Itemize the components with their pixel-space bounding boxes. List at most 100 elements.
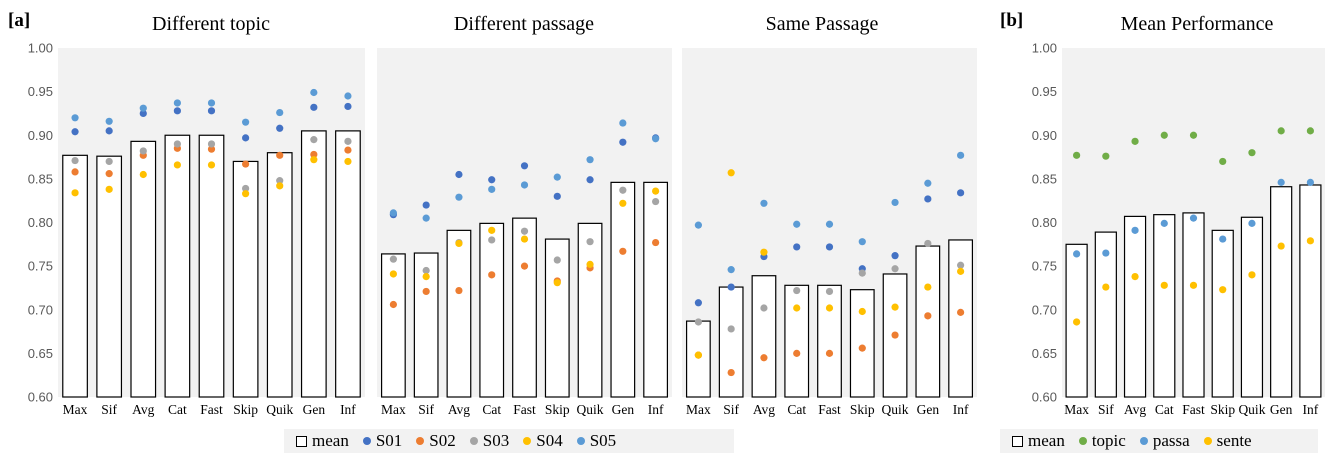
chart-title: Same Passage	[766, 13, 879, 35]
point-s03	[105, 157, 113, 166]
point-s02	[455, 286, 463, 295]
mean-bar	[446, 229, 472, 398]
legend-label: S01	[375, 431, 403, 450]
point-s01	[727, 283, 735, 291]
y-tick-label: 1.00	[1032, 41, 1057, 56]
legend-swatch	[1078, 437, 1087, 445]
point-sente	[1131, 272, 1139, 281]
point-passa	[1219, 235, 1227, 243]
point-s01	[957, 189, 965, 197]
point-s04	[455, 239, 463, 248]
point-s02	[520, 262, 529, 270]
point-s01	[520, 162, 529, 170]
x-tick-label: Quik	[577, 402, 604, 417]
point-topic	[1073, 151, 1081, 159]
point-s03	[924, 239, 932, 248]
chart-title: Mean Performance	[1121, 13, 1274, 35]
mean-bar	[479, 222, 505, 398]
point-s04	[139, 170, 147, 179]
point-s03	[71, 156, 79, 165]
legend-swatch	[416, 437, 425, 445]
x-tick-label: Fast	[1182, 402, 1205, 417]
point-s02	[488, 271, 496, 279]
point-s03	[858, 269, 866, 277]
mean-bar	[718, 286, 744, 398]
point-s04	[924, 283, 932, 291]
x-tick-label: Sif	[723, 402, 739, 417]
legend-swatch	[523, 437, 532, 445]
point-s05	[858, 238, 866, 246]
point-s03	[173, 140, 181, 148]
point-s05	[553, 173, 561, 181]
x-tick-label: Max	[63, 402, 88, 417]
mean-bar	[232, 160, 259, 398]
mean-bar	[1153, 214, 1176, 398]
point-s01	[422, 201, 430, 209]
point-topic	[1277, 127, 1285, 135]
point-passa	[1073, 250, 1081, 258]
point-s05	[310, 88, 318, 97]
point-s04	[207, 161, 216, 169]
x-tick-label: Fast	[513, 402, 536, 417]
point-sente	[1073, 318, 1081, 326]
point-s04	[727, 169, 735, 177]
point-s04	[858, 307, 866, 316]
point-s03	[553, 256, 561, 264]
x-tick-label: Avg	[753, 402, 775, 417]
legend-item-passa: passa	[1139, 431, 1190, 451]
x-tick-label: Cat	[787, 402, 806, 417]
legend-item-mean: mean	[1012, 431, 1065, 451]
x-tick-label: Max	[1064, 402, 1089, 417]
mean-bar	[915, 245, 941, 398]
point-s04	[173, 161, 181, 169]
y-tick-label: 0.85	[28, 171, 53, 186]
point-sente	[1277, 242, 1285, 250]
mean-bar	[380, 253, 406, 398]
point-s03	[276, 177, 284, 185]
point-s03	[310, 136, 318, 144]
point-s01	[173, 107, 181, 115]
point-s04	[891, 303, 899, 311]
point-s01	[207, 107, 216, 115]
y-tick-label: 0.80	[1032, 215, 1057, 230]
point-s05	[694, 221, 702, 229]
mean-bar	[1094, 231, 1117, 398]
point-s04	[71, 189, 79, 197]
y-tick-label: 0.70	[28, 302, 53, 317]
x-tick-label: Quik	[266, 402, 293, 417]
point-s01	[242, 134, 250, 142]
point-s04	[242, 190, 250, 198]
legend-swatch	[296, 435, 307, 447]
point-sente	[1189, 281, 1198, 289]
x-tick-label: Gen	[612, 402, 635, 417]
point-s02	[793, 349, 801, 357]
point-s03	[694, 318, 702, 326]
point-s04	[520, 235, 529, 243]
panel-label-a: [a]	[8, 10, 30, 31]
mean-bar	[1182, 212, 1205, 398]
x-tick-label: Gen	[303, 402, 326, 417]
point-s02	[619, 247, 627, 255]
point-s02	[242, 160, 250, 168]
mean-bar	[817, 284, 842, 398]
legend-item-s03: S03	[469, 431, 509, 451]
point-s04	[488, 226, 496, 234]
point-s01	[455, 170, 463, 179]
point-s03	[727, 325, 735, 333]
point-s04	[652, 187, 660, 195]
mean-bar	[300, 130, 327, 398]
y-tick-label: 0.90	[1032, 128, 1057, 143]
mean-bar	[685, 320, 711, 398]
point-s04	[957, 267, 965, 275]
legend-item-mean: mean	[296, 431, 349, 451]
point-s01	[310, 103, 318, 111]
point-s01	[825, 243, 834, 251]
point-s03	[825, 287, 834, 296]
y-tick-label: 1.00	[28, 41, 53, 56]
x-tick-label: Inf	[648, 402, 664, 417]
point-s02	[652, 238, 660, 247]
mean-bar	[413, 252, 439, 398]
legend-label: S05	[589, 431, 617, 450]
x-tick-label: Inf	[953, 402, 969, 417]
